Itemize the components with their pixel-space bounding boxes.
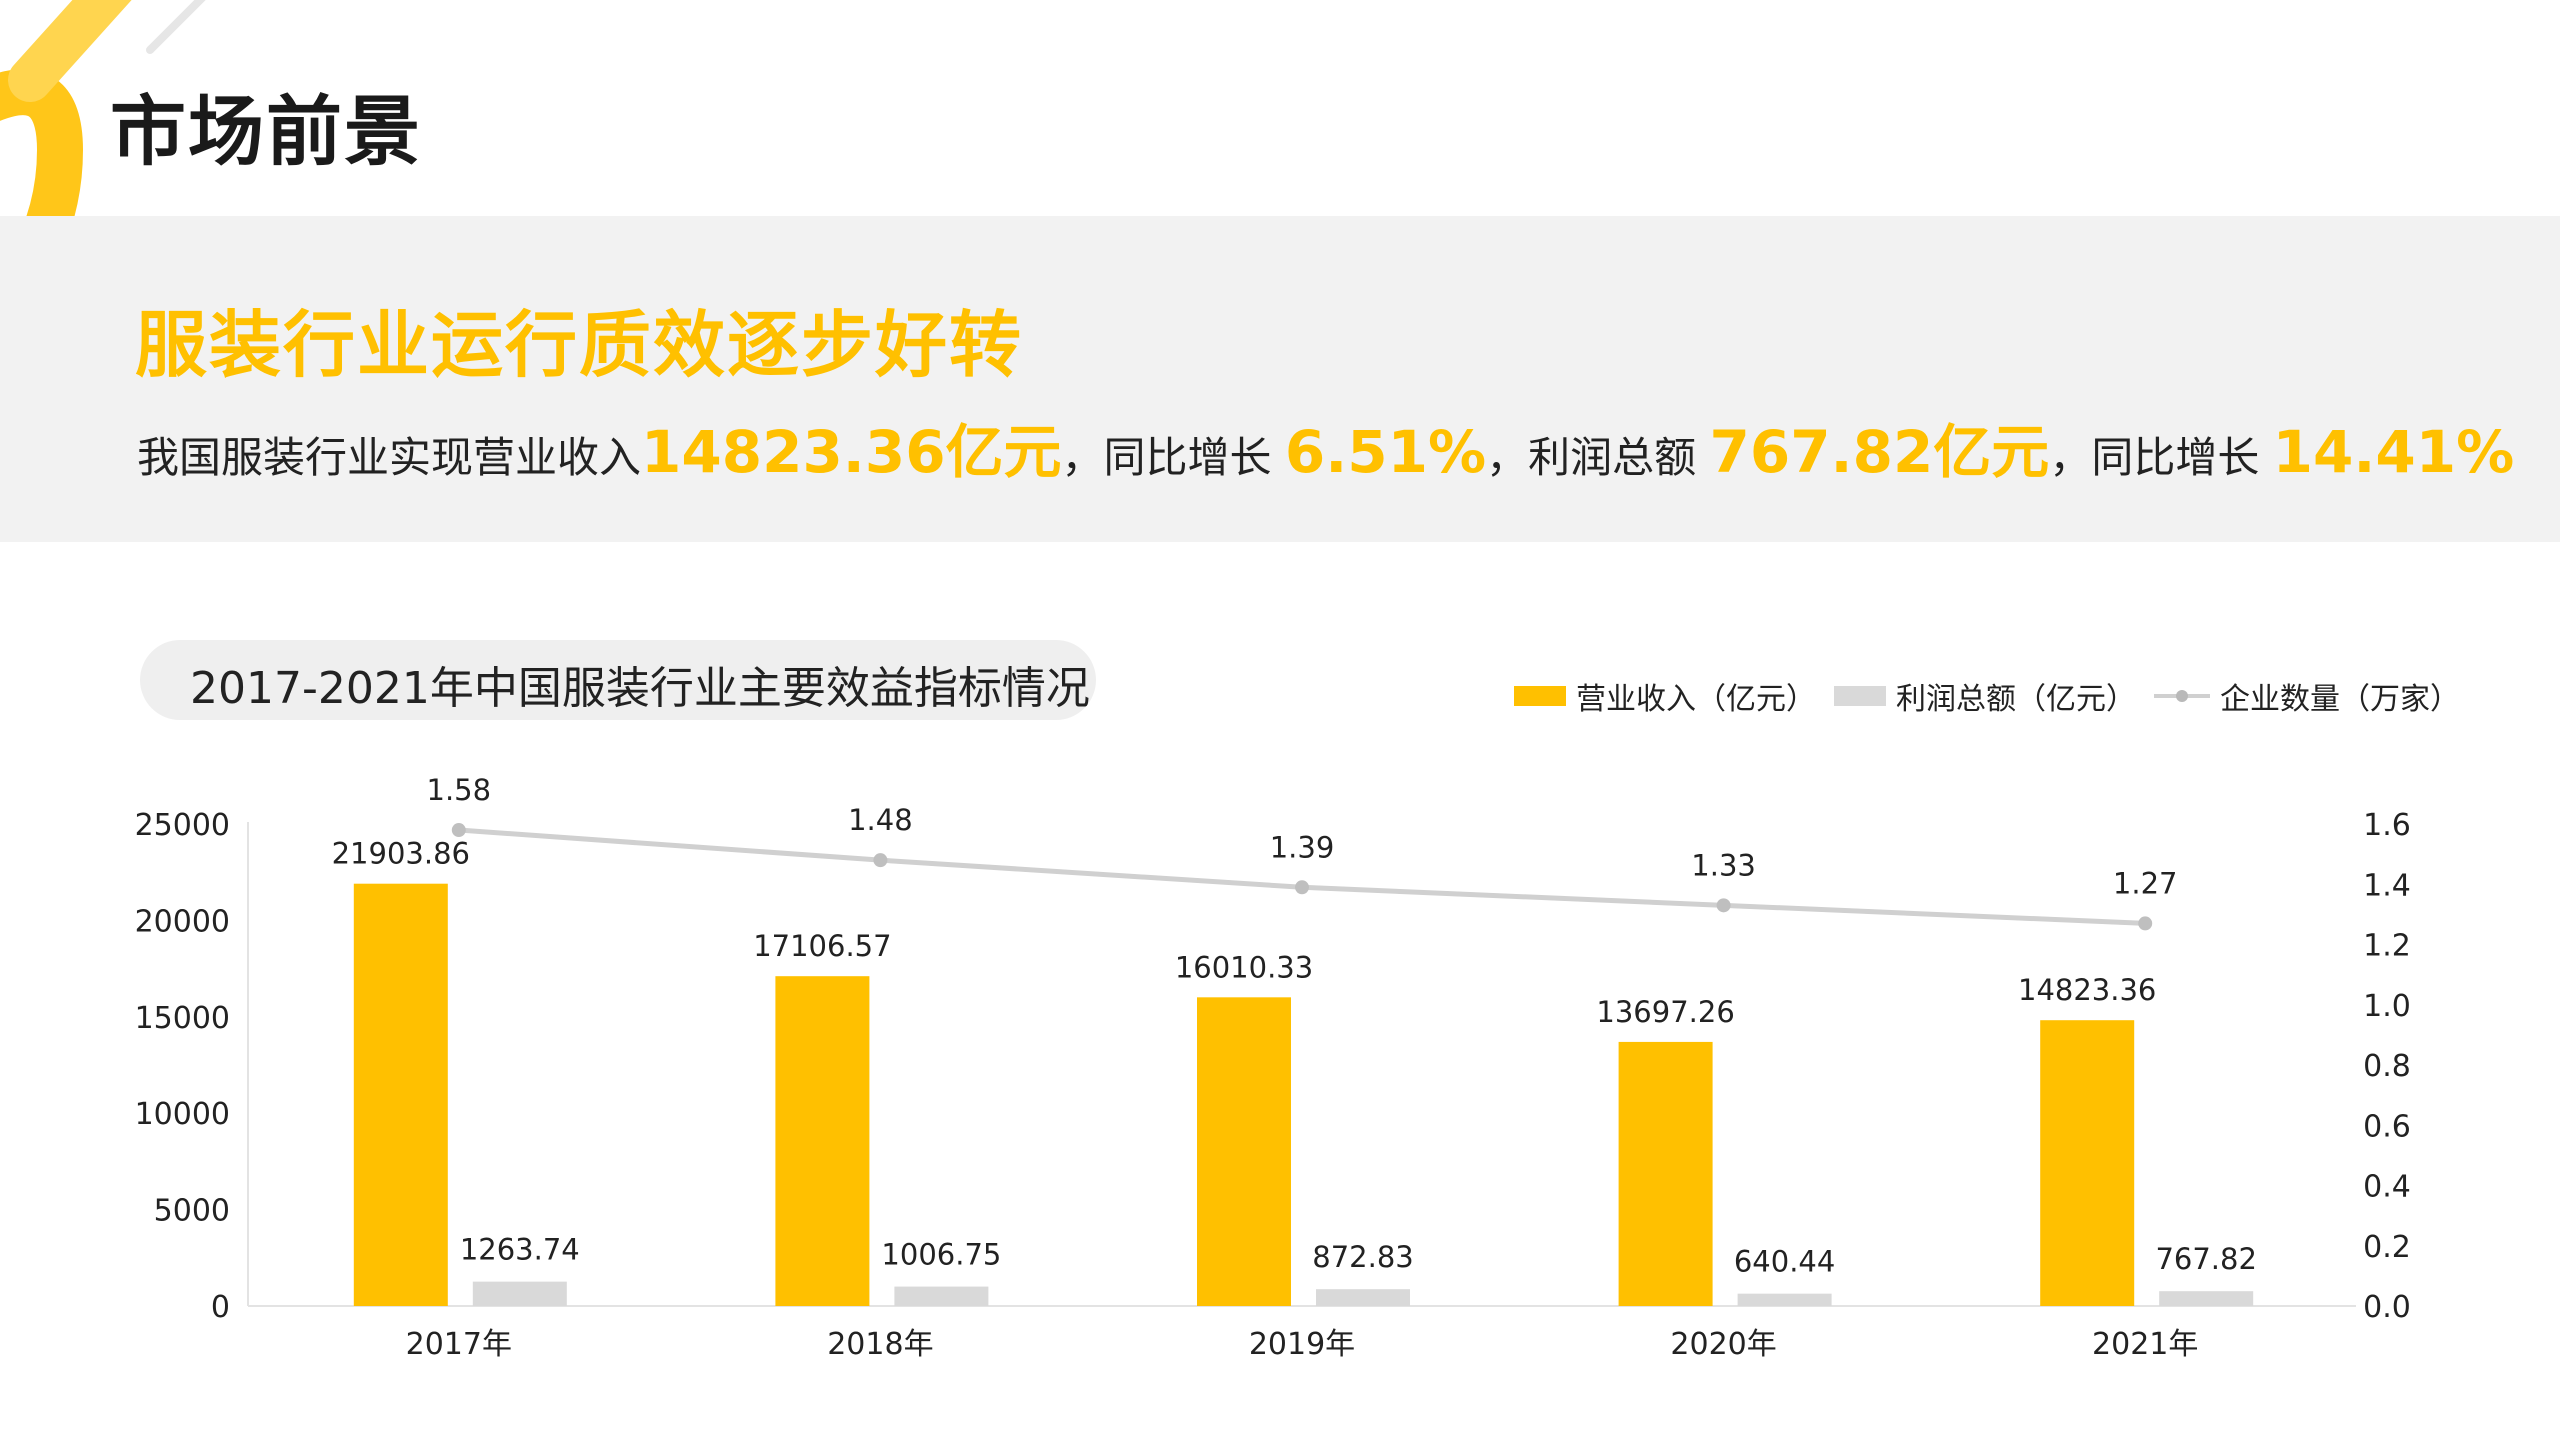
y-tick-label: 25000 <box>135 808 230 843</box>
bar-profit <box>1316 1289 1410 1306</box>
data-label-revenue: 21903.86 <box>332 837 470 871</box>
summary-text-part: ，同比增长 <box>2049 433 2273 482</box>
x-tick-label: 2019年 <box>1249 1327 1355 1362</box>
y2-tick-label: 0.2 <box>2363 1230 2411 1265</box>
data-label-enterprises: 1.39 <box>1270 830 1335 864</box>
legend-label-profit: 利润总额（亿元） <box>1896 682 2136 717</box>
bar-revenue <box>1197 997 1291 1306</box>
bar-revenue <box>1618 1041 1713 1306</box>
y2-tick-label: 1.4 <box>2363 868 2411 903</box>
data-label-profit: 767.82 <box>2155 1242 2256 1276</box>
bar-profit <box>894 1286 989 1306</box>
bar-profit <box>2159 1291 2254 1306</box>
data-label-profit: 872.83 <box>1312 1240 1413 1274</box>
summary-text-part: ，同比增长 <box>1061 433 1285 482</box>
y2-tick-label: 0.6 <box>2363 1109 2411 1144</box>
x-tick-label: 2020年 <box>1670 1327 1776 1362</box>
chart-legend: 营业收入（亿元） 利润总额（亿元） 企业数量（万家） <box>1514 674 2478 718</box>
y-tick-label: 0 <box>211 1290 230 1325</box>
legend-label-enterprises: 企业数量（万家） <box>2220 682 2460 717</box>
highlight-banner <box>0 216 2560 542</box>
point-enterprises <box>451 823 466 838</box>
legend-item-enterprises: 企业数量（万家） <box>2154 674 2460 718</box>
data-label-enterprises: 1.33 <box>1691 848 1756 882</box>
y-tick-label: 20000 <box>135 904 230 939</box>
y-tick-label: 10000 <box>135 1097 230 1132</box>
summary-text-part: ，利润总额 <box>1486 433 1710 482</box>
data-label-revenue: 14823.36 <box>2018 973 2156 1007</box>
legend-swatch-revenue <box>1514 686 1566 706</box>
y2-tick-label: 1.0 <box>2363 989 2411 1024</box>
legend-swatch-enterprises <box>2154 686 2210 706</box>
y-tick-label: 15000 <box>135 1001 230 1036</box>
revenue-growth-value: 6.51% <box>1284 418 1487 486</box>
data-label-enterprises: 1.58 <box>427 773 492 807</box>
point-enterprises <box>2138 916 2153 931</box>
chart-title-pill <box>140 640 1096 720</box>
y2-tick-label: 0.4 <box>2363 1170 2411 1205</box>
bar-profit <box>1737 1293 1832 1306</box>
data-label-enterprises: 1.48 <box>848 803 913 837</box>
legend-label-revenue: 营业收入（亿元） <box>1576 682 1816 717</box>
profit-value: 767.82亿元 <box>1709 418 2050 486</box>
data-label-revenue: 17106.57 <box>753 929 891 963</box>
data-label-profit: 1263.74 <box>460 1233 580 1267</box>
summary-text-part: 我国服装行业实现营业收入 <box>137 433 642 482</box>
data-label-revenue: 16010.33 <box>1175 950 1313 984</box>
point-enterprises <box>873 853 888 868</box>
bar-revenue <box>353 883 448 1306</box>
y-tick-label: 5000 <box>154 1194 230 1229</box>
y2-tick-label: 1.2 <box>2363 929 2411 964</box>
bar-profit <box>472 1281 567 1306</box>
y2-tick-label: 1.6 <box>2363 808 2411 843</box>
point-enterprises <box>1716 898 1731 913</box>
point-enterprises <box>1295 880 1309 895</box>
benefit-indicators-chart: 0 5000 10000 15000 20000 25000 0.0 0.2 0.4 0.6 0.8… <box>135 773 2411 1362</box>
headline: 服装行业运行质效逐步好转 <box>135 303 1024 387</box>
y2-tick-label: 0.0 <box>2363 1290 2411 1325</box>
chart-title: 2017-2021年中国服装行业主要效益指标情况 <box>190 663 1090 714</box>
summary-text: 我国服装行业实现营业收入14823.36亿元，同比增长 6.51%，利润总额 7… <box>137 405 2514 489</box>
revenue-value: 14823.36亿元 <box>641 418 1062 486</box>
x-tick-label: 2021年 <box>2092 1327 2198 1362</box>
profit-growth-value: 14.41% <box>2272 418 2515 486</box>
legend-swatch-profit <box>1834 686 1886 706</box>
page-title: 市场前景 <box>110 87 422 176</box>
legend-item-profit: 利润总额（亿元） <box>1834 674 2136 718</box>
bar-revenue <box>775 976 870 1306</box>
legend-item-revenue: 营业收入（亿元） <box>1514 674 1816 718</box>
bar-revenue <box>2040 1020 2135 1306</box>
x-tick-label: 2017年 <box>406 1327 512 1362</box>
y2-tick-label: 0.8 <box>2363 1049 2411 1084</box>
x-tick-label: 2018年 <box>827 1327 933 1362</box>
data-label-revenue: 13697.26 <box>1596 995 1734 1029</box>
data-label-enterprises: 1.27 <box>2113 866 2178 900</box>
data-label-profit: 1006.75 <box>881 1238 1001 1272</box>
data-label-profit: 640.44 <box>1734 1245 1835 1279</box>
